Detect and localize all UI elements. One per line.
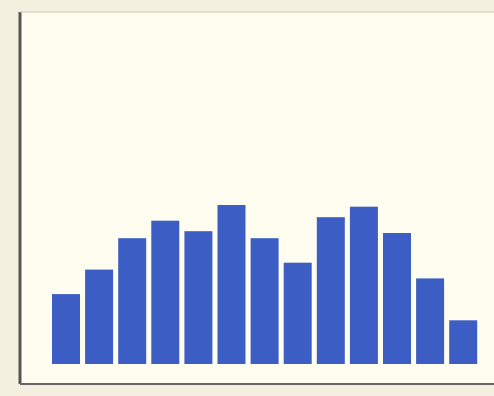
bar-1 — [52, 294, 80, 364]
bar-13 — [449, 320, 478, 364]
bar-9 — [316, 217, 345, 364]
bar-5 — [184, 231, 213, 364]
bar-6 — [217, 205, 246, 364]
bar-7 — [250, 238, 279, 364]
bar-3 — [118, 238, 147, 364]
bar-2 — [85, 269, 114, 364]
bar-4 — [151, 220, 180, 364]
bar-10 — [349, 206, 378, 364]
bar-11 — [383, 233, 411, 364]
bar-8 — [283, 262, 312, 364]
bar-series — [52, 205, 478, 364]
bar-12 — [416, 278, 445, 364]
